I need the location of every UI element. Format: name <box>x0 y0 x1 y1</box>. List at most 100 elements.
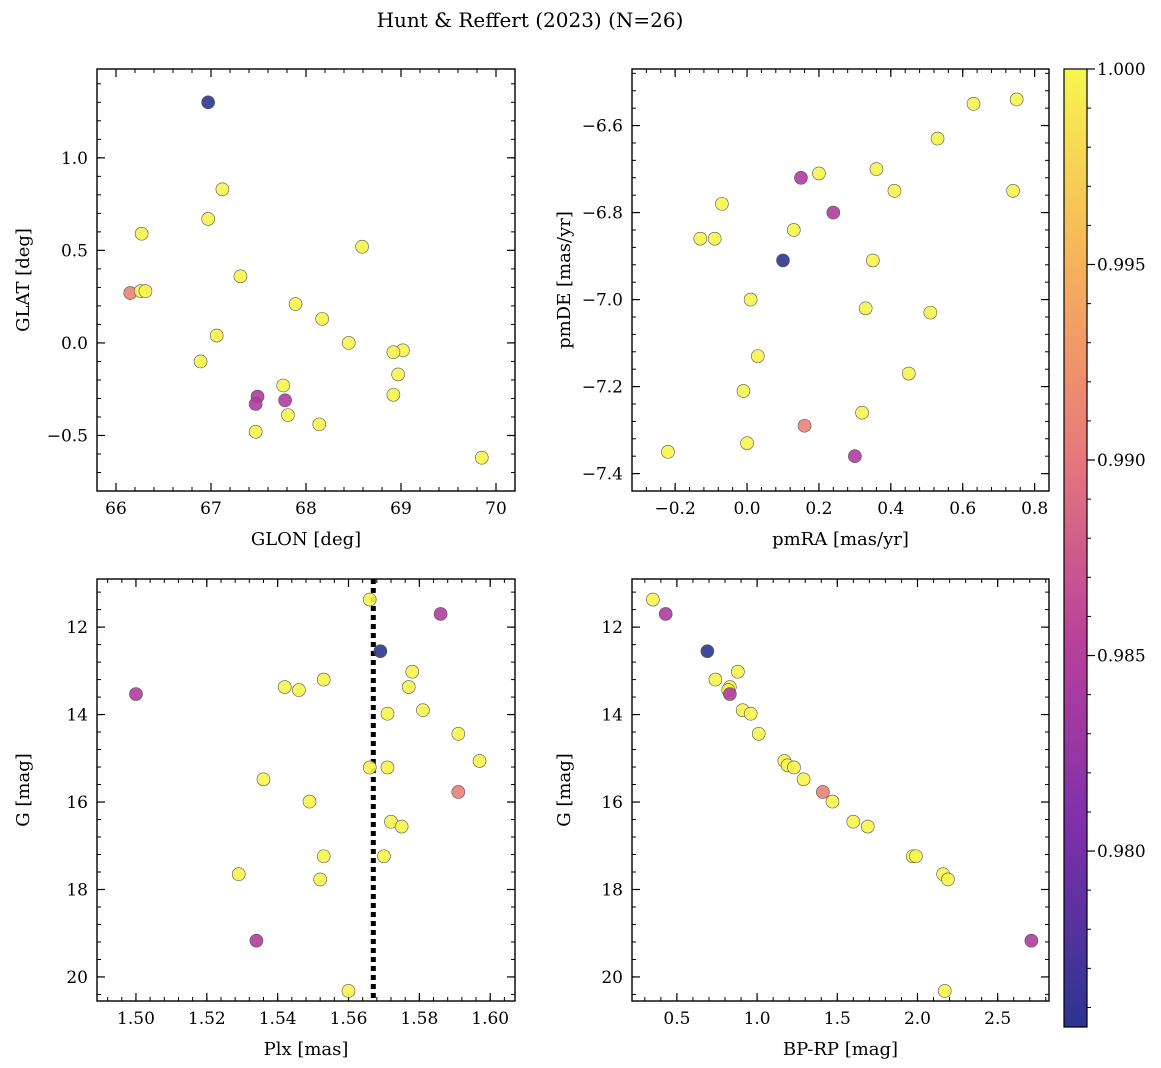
scatter-panel-1: 66 67 68 69 70 −0.5 0.0 0.5 1.0 GLON [deg] GLAT [d… <box>13 68 516 550</box>
data-point <box>887 184 902 198</box>
data-point <box>201 95 215 110</box>
data-point <box>923 305 938 320</box>
scatter-panel-3: 1.50 1.52 1.54 1.56 1.58 1.60 12 14 16 18 20 Plx [m… <box>13 578 516 1060</box>
y-tick-label: −0.5 <box>47 426 88 446</box>
axes-frame <box>631 578 1050 1002</box>
data-point <box>930 131 945 146</box>
data-point <box>902 366 916 381</box>
data-point <box>248 424 263 439</box>
data-point <box>816 785 830 799</box>
data-point <box>380 760 395 775</box>
x-axis-label: Plx [mas] <box>264 1039 349 1060</box>
data-point <box>276 378 291 393</box>
x-tick-label: 69 <box>390 499 412 519</box>
colorbar-tick-label: 0.990 <box>1097 451 1146 471</box>
data-point <box>858 301 873 316</box>
data-point <box>233 269 248 284</box>
y-tick-label: −6.8 <box>582 204 623 224</box>
y-tick-label: 16 <box>601 793 623 813</box>
data-point <box>362 760 377 775</box>
y-tick-label: 18 <box>601 880 623 900</box>
x-tick-label: 1.60 <box>471 1009 509 1029</box>
x-tick-label: 67 <box>200 499 222 519</box>
data-point <box>472 754 487 768</box>
axes-frame <box>96 578 516 1002</box>
scatter-panel-4: 0.5 1.0 1.5 2.0 2.5 12 14 16 18 20 BP-RP [mag] G [m… <box>554 578 1050 1060</box>
data-point <box>316 672 331 687</box>
data-point <box>377 849 391 864</box>
y-tick-label: 12 <box>66 618 88 638</box>
x-tick-label: 0.4 <box>877 499 904 519</box>
data-point <box>315 312 329 326</box>
x-tick-label: 2.0 <box>904 1009 931 1029</box>
data-point <box>866 253 880 268</box>
data-point <box>416 703 430 717</box>
x-tick-label: 68 <box>295 499 317 519</box>
panels: 66 67 68 69 70 −0.5 0.0 0.5 1.0 GLON [deg] GLAT [d… <box>13 68 1050 1060</box>
x-tick-label: 1.56 <box>330 1009 368 1029</box>
y-tick-label: 0.5 <box>61 241 88 261</box>
data-point <box>302 794 317 809</box>
y-axis-label: pmDE [mas/yr] <box>554 211 575 349</box>
data-point <box>316 849 331 864</box>
data-point <box>355 239 369 254</box>
data-point <box>373 644 388 658</box>
data-point <box>451 727 466 741</box>
y-tick-label: 1.0 <box>61 149 88 169</box>
data-point <box>661 445 675 459</box>
data-point <box>825 794 840 809</box>
data-point <box>731 664 745 679</box>
x-tick-label: 1.58 <box>400 1009 438 1029</box>
y-tick-label: 14 <box>601 706 623 726</box>
data-point <box>256 772 271 787</box>
data-point <box>786 223 801 237</box>
data-point <box>693 231 708 246</box>
x-tick-label: 0.0 <box>734 499 761 519</box>
data-point <box>433 607 448 621</box>
data-point <box>751 727 766 741</box>
colorbar-tick-label: 0.985 <box>1097 647 1146 667</box>
data-point <box>941 872 955 887</box>
data-point <box>723 687 737 701</box>
data-point <box>281 408 295 422</box>
x-tick-label: 1.0 <box>744 1009 771 1029</box>
y-tick-label: 20 <box>601 968 623 988</box>
y-tick-label: 12 <box>601 618 623 638</box>
data-point <box>134 226 149 241</box>
data-point <box>193 354 208 369</box>
data-point <box>740 436 754 450</box>
data-point <box>751 349 765 363</box>
data-point <box>362 592 377 607</box>
data-point <box>1024 933 1039 948</box>
x-tick-label: 1.52 <box>188 1009 226 1029</box>
data-point <box>812 166 826 181</box>
data-point <box>869 162 884 176</box>
y-tick-label: 14 <box>66 706 88 726</box>
data-point <box>846 814 861 829</box>
data-point <box>248 397 263 411</box>
data-point <box>855 405 869 420</box>
colorbar-tick-label: 1.000 <box>1097 60 1146 80</box>
y-tick-label: 18 <box>66 880 88 900</box>
data-point <box>646 592 660 607</box>
y-tick-label: −6.6 <box>582 117 623 137</box>
x-tick-label: 66 <box>105 499 127 519</box>
data-point <box>474 450 489 465</box>
x-tick-label: 0.2 <box>805 499 832 519</box>
data-point <box>715 197 729 211</box>
y-tick-label: −7.2 <box>582 378 623 398</box>
y-tick-label: 16 <box>66 793 88 813</box>
data-point <box>700 644 715 658</box>
x-tick-label: 1.50 <box>117 1009 155 1029</box>
data-point <box>405 664 420 679</box>
x-tick-label: 0.8 <box>1021 499 1048 519</box>
data-point <box>231 867 246 881</box>
data-point <box>386 345 401 359</box>
data-point <box>826 205 841 220</box>
data-point <box>848 449 862 463</box>
data-point <box>292 683 306 697</box>
y-tick-label: 0.0 <box>61 334 88 354</box>
y-axis-label: G [mag] <box>13 753 34 826</box>
data-point <box>1006 184 1020 198</box>
